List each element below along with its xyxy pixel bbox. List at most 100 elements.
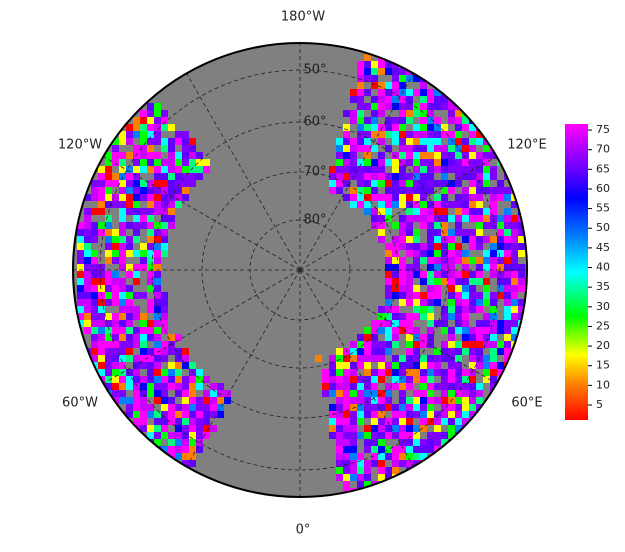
data-cell (133, 334, 140, 341)
data-cell (168, 334, 175, 341)
data-cell (77, 271, 84, 278)
data-cell (147, 411, 154, 418)
data-cell (420, 222, 427, 229)
data-cell (140, 138, 147, 145)
data-cell (105, 341, 112, 348)
data-cell (399, 404, 406, 411)
data-cell (476, 271, 483, 278)
data-cell (448, 264, 455, 271)
data-cell (154, 110, 161, 117)
data-cell (483, 320, 490, 327)
data-cell (364, 397, 371, 404)
data-cell (119, 334, 126, 341)
data-cell (406, 271, 413, 278)
data-cell (168, 383, 175, 390)
data-cell (140, 292, 147, 299)
data-cell (448, 236, 455, 243)
data-cell (420, 187, 427, 194)
data-cell (105, 229, 112, 236)
data-cell (154, 334, 161, 341)
data-cell (511, 285, 518, 292)
data-cell (119, 243, 126, 250)
data-cell (392, 292, 399, 299)
data-cell (105, 236, 112, 243)
data-cell (112, 341, 119, 348)
data-cell (126, 180, 133, 187)
data-cell (385, 474, 392, 481)
data-cell (483, 369, 490, 376)
data-cell (385, 82, 392, 89)
data-cell (343, 355, 350, 362)
data-cell (462, 152, 469, 159)
data-cell (378, 453, 385, 460)
data-cell (469, 152, 476, 159)
data-cell (434, 243, 441, 250)
data-cell (378, 467, 385, 474)
data-cell (504, 327, 511, 334)
data-cell (112, 362, 119, 369)
data-cell (91, 320, 98, 327)
data-cell (399, 425, 406, 432)
data-cell (154, 166, 161, 173)
data-cell (175, 187, 182, 194)
data-cell (140, 404, 147, 411)
data-cell (385, 425, 392, 432)
data-cell (196, 383, 203, 390)
data-cell (427, 383, 434, 390)
data-cell (350, 362, 357, 369)
data-cell (441, 439, 448, 446)
data-cell (469, 124, 476, 131)
data-cell (140, 124, 147, 131)
data-cell (420, 250, 427, 257)
data-cell (126, 222, 133, 229)
data-cell (126, 166, 133, 173)
data-cell (357, 467, 364, 474)
data-cell (189, 390, 196, 397)
data-cell (147, 215, 154, 222)
data-cell (371, 320, 378, 327)
data-cell (350, 187, 357, 194)
data-cell (399, 103, 406, 110)
data-cell (406, 432, 413, 439)
data-cell (371, 222, 378, 229)
data-cell (392, 418, 399, 425)
data-cell (518, 341, 525, 348)
data-cell (497, 369, 504, 376)
data-cell (140, 334, 147, 341)
data-cell (98, 194, 105, 201)
data-cell (217, 383, 224, 390)
data-cell (350, 390, 357, 397)
data-cell (217, 411, 224, 418)
data-cell (434, 397, 441, 404)
data-cell (350, 152, 357, 159)
data-cell (84, 299, 91, 306)
data-cell (133, 180, 140, 187)
data-cell (161, 243, 168, 250)
data-cell (336, 404, 343, 411)
data-cell (147, 285, 154, 292)
data-cell (427, 334, 434, 341)
data-cell (336, 390, 343, 397)
data-cell (455, 117, 462, 124)
data-cell (406, 117, 413, 124)
data-cell (105, 292, 112, 299)
data-cell (399, 299, 406, 306)
data-cell (392, 194, 399, 201)
data-cell (112, 145, 119, 152)
data-cell (126, 404, 133, 411)
data-cell (427, 264, 434, 271)
lon-label: 60°E (511, 396, 542, 411)
data-cell (203, 411, 210, 418)
data-cell (469, 369, 476, 376)
data-cell (133, 278, 140, 285)
data-cell (476, 166, 483, 173)
data-cell (462, 215, 469, 222)
data-cell (455, 327, 462, 334)
data-cell (455, 397, 462, 404)
data-cell (392, 138, 399, 145)
data-cell (420, 145, 427, 152)
data-cell (455, 341, 462, 348)
data-cell (371, 446, 378, 453)
data-cell (469, 229, 476, 236)
data-cell (91, 348, 98, 355)
